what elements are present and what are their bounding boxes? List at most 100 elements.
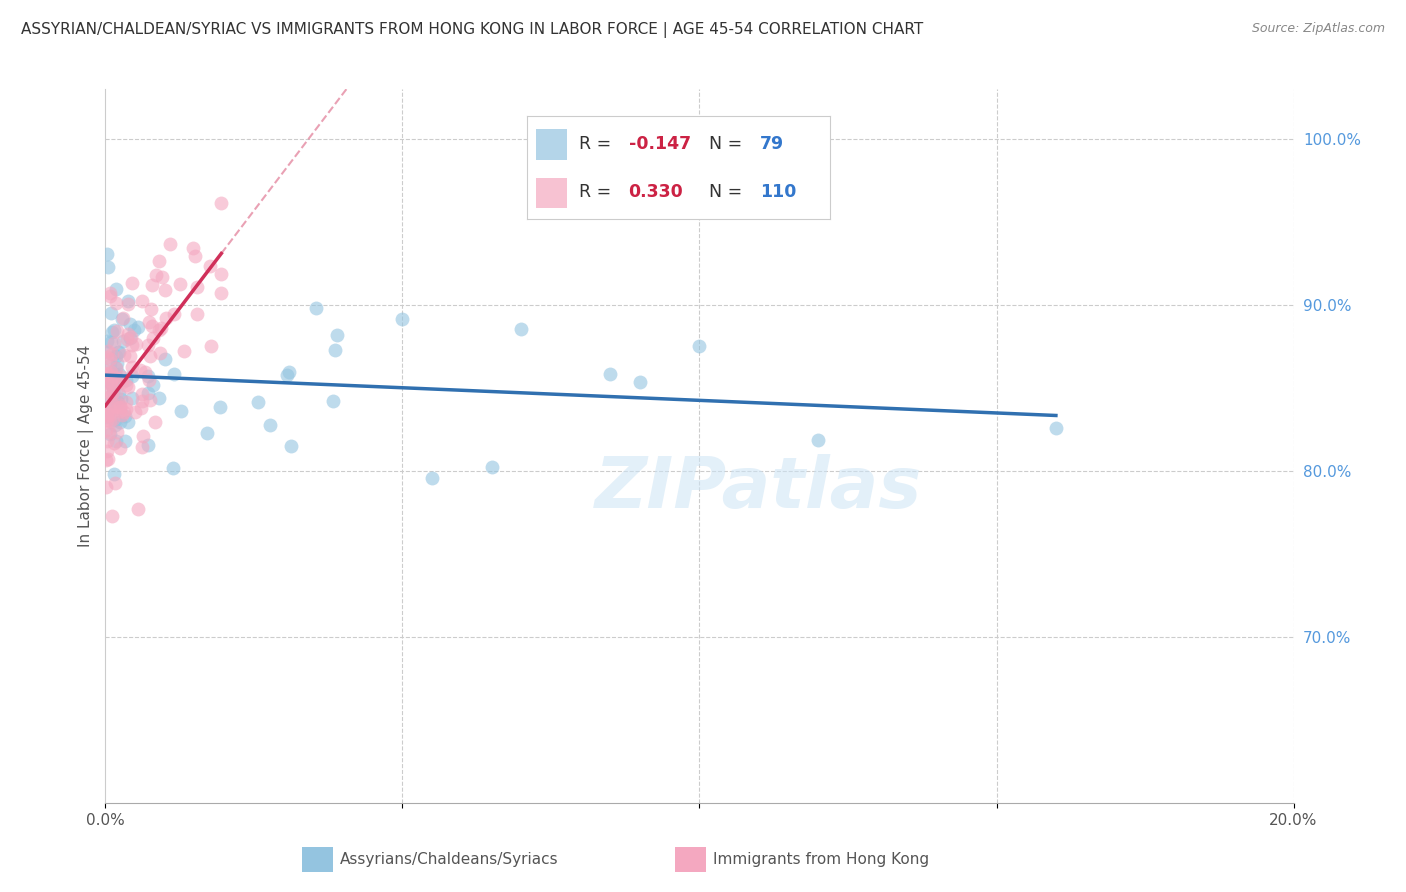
Point [138, 315, 160, 329]
Point [105, 434, 128, 448]
Point [105, 360, 128, 375]
Point [150, 270, 173, 285]
Point [98, 286, 121, 301]
Point [121, 391, 143, 405]
Point [107, 395, 129, 409]
Point [322, 394, 344, 409]
Point [129, 362, 152, 376]
Point [195, 425, 218, 440]
Point [689, 339, 711, 353]
Point [94, 480, 117, 494]
Point [132, 429, 155, 443]
Text: N =: N = [709, 183, 748, 201]
Point [148, 391, 170, 405]
Point [121, 360, 143, 375]
Text: 79: 79 [761, 135, 785, 153]
Point [131, 387, 153, 401]
Text: -0.147: -0.147 [628, 135, 690, 153]
Point [105, 282, 128, 296]
Point [114, 409, 136, 423]
Point [114, 373, 136, 387]
Point [420, 471, 443, 485]
Point [97, 260, 120, 275]
Point [186, 280, 208, 294]
Point [96, 246, 118, 260]
Point [108, 441, 131, 455]
Point [200, 259, 222, 273]
Point [103, 436, 125, 450]
Point [153, 351, 176, 366]
Point [105, 385, 128, 400]
Point [141, 278, 163, 293]
Point [209, 196, 232, 211]
Point [96, 376, 118, 391]
Point [141, 318, 163, 333]
Point [97, 384, 120, 399]
Point [94, 423, 117, 437]
Point [136, 385, 159, 400]
Point [96, 350, 118, 364]
Point [108, 415, 131, 429]
Point [209, 267, 232, 281]
Point [104, 413, 127, 427]
Point [170, 403, 193, 417]
Point [104, 378, 127, 392]
Point [208, 400, 231, 414]
Point [276, 368, 298, 382]
Point [129, 401, 152, 415]
Point [103, 336, 125, 351]
Point [107, 324, 129, 338]
Point [98, 426, 121, 441]
Point [101, 509, 124, 524]
Point [510, 322, 533, 336]
Point [114, 402, 136, 417]
Point [131, 294, 153, 309]
Point [124, 323, 146, 337]
Point [103, 393, 125, 408]
Point [101, 398, 124, 412]
Point [98, 396, 121, 410]
Point [162, 461, 184, 475]
Point [117, 326, 139, 341]
Point [111, 375, 134, 389]
Point [1045, 421, 1067, 435]
Point [628, 375, 651, 389]
Point [96, 434, 118, 449]
Point [114, 348, 136, 362]
FancyBboxPatch shape [536, 129, 567, 160]
Point [112, 334, 135, 348]
Point [114, 377, 136, 392]
Point [97, 406, 120, 420]
Point [186, 307, 208, 321]
Point [96, 443, 118, 458]
Point [169, 277, 191, 292]
Point [280, 439, 302, 453]
Point [100, 376, 122, 391]
Point [112, 311, 135, 326]
Point [108, 404, 131, 418]
Point [118, 317, 141, 331]
Point [121, 277, 143, 291]
Point [103, 384, 125, 399]
Point [97, 452, 120, 467]
Point [107, 344, 129, 359]
Point [138, 373, 160, 387]
Point [100, 347, 122, 361]
Text: Assyrians/Chaldeans/Syriacs: Assyrians/Chaldeans/Syriacs [340, 853, 558, 867]
Point [107, 344, 129, 359]
Point [117, 380, 139, 394]
Point [163, 307, 186, 321]
Point [599, 367, 621, 381]
Point [125, 337, 148, 351]
Text: ASSYRIAN/CHALDEAN/SYRIAC VS IMMIGRANTS FROM HONG KONG IN LABOR FORCE | AGE 45-54: ASSYRIAN/CHALDEAN/SYRIAC VS IMMIGRANTS F… [21, 22, 924, 38]
Point [121, 368, 143, 383]
Point [96, 344, 118, 359]
Point [104, 349, 127, 363]
Point [110, 398, 132, 412]
Point [96, 409, 118, 424]
Point [117, 415, 139, 429]
Point [139, 301, 162, 316]
Point [96, 413, 118, 427]
Point [100, 414, 122, 428]
Text: ZIPatlas: ZIPatlas [595, 454, 922, 524]
